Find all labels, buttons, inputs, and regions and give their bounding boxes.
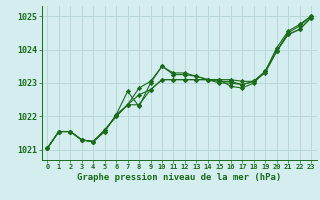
- X-axis label: Graphe pression niveau de la mer (hPa): Graphe pression niveau de la mer (hPa): [77, 173, 281, 182]
